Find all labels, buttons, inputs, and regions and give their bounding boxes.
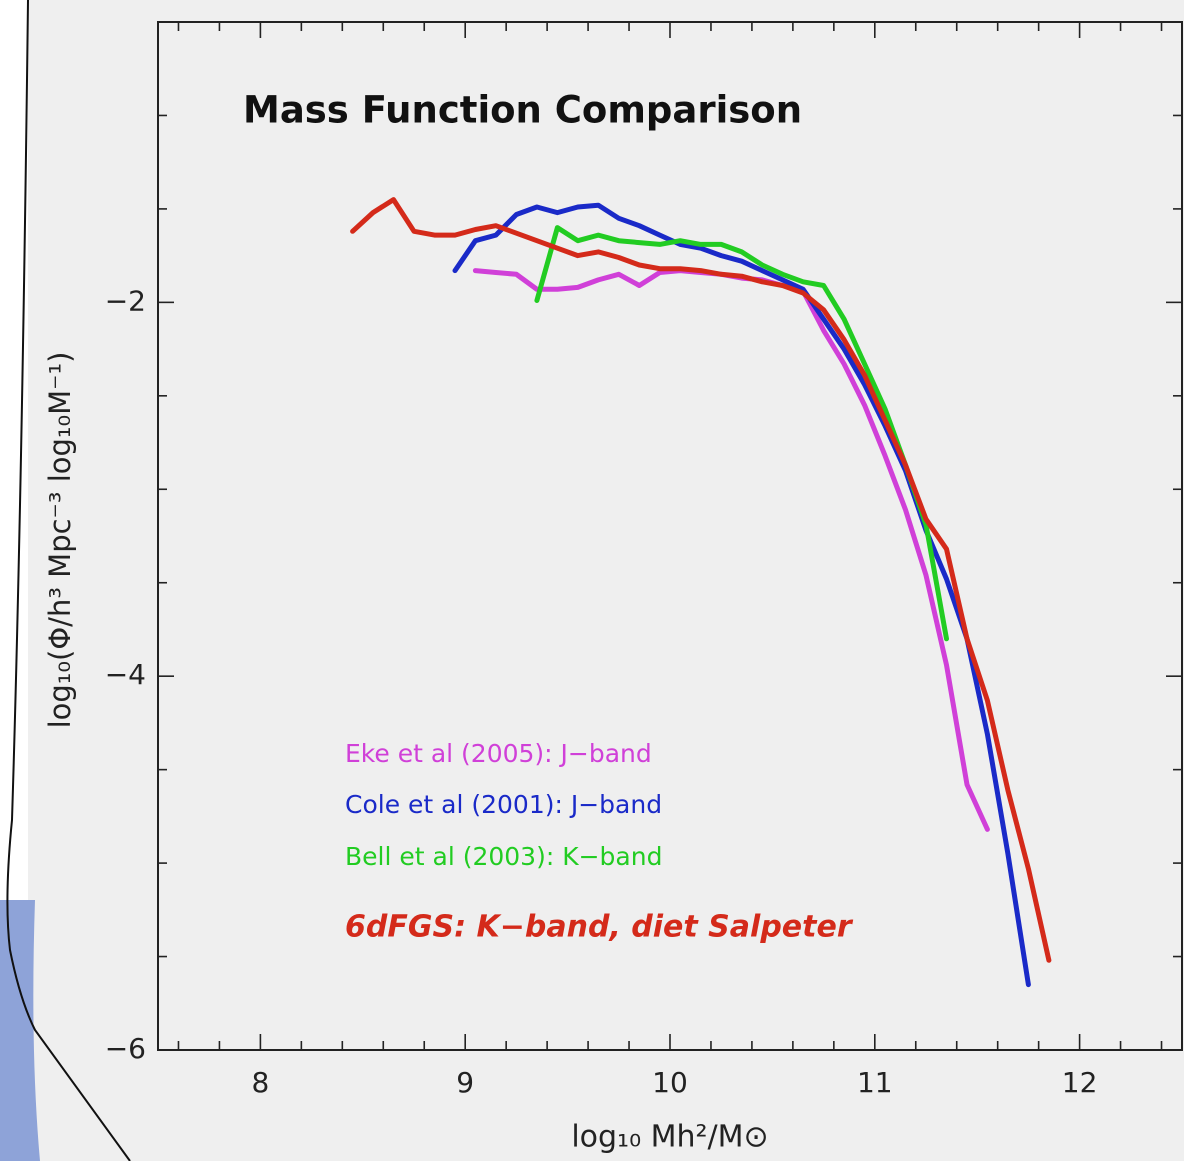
series-line xyxy=(350,197,1052,963)
legend-entry: Cole et al (2001): J−band xyxy=(345,790,662,819)
x-tick-label: 10 xyxy=(652,1066,688,1099)
decor-curve xyxy=(6,0,131,1161)
chart-title: Mass Function Comparison xyxy=(243,89,802,132)
x-tick-label: 9 xyxy=(456,1066,474,1099)
legend-entry: Eke et al (2005): J−band xyxy=(345,739,652,768)
series-line xyxy=(452,202,1031,988)
series-line xyxy=(534,225,949,642)
y-tick-label: −6 xyxy=(105,1032,146,1065)
slide-background xyxy=(28,0,1184,1161)
x-tick-label: 12 xyxy=(1062,1066,1098,1099)
legend-entry: 6dFGS: K−band, diet Salpeter xyxy=(345,910,854,945)
x-tick-label: 8 xyxy=(251,1066,269,1099)
y-tick-label: −4 xyxy=(105,658,146,691)
image-fragment xyxy=(0,900,40,1161)
y-tick-label: −2 xyxy=(105,284,146,317)
y-axis-label: log₁₀(Φ/h³ Mpc⁻³ log₁₀M⁻¹) xyxy=(43,352,77,729)
x-tick-label: 11 xyxy=(857,1066,893,1099)
legend: Eke et al (2005): J−band Cole et al (2001… xyxy=(345,739,854,945)
legend-entry: Bell et al (2003): K−band xyxy=(345,842,662,871)
x-axis-label: log₁₀ Mh²/M⊙ xyxy=(571,1120,768,1155)
